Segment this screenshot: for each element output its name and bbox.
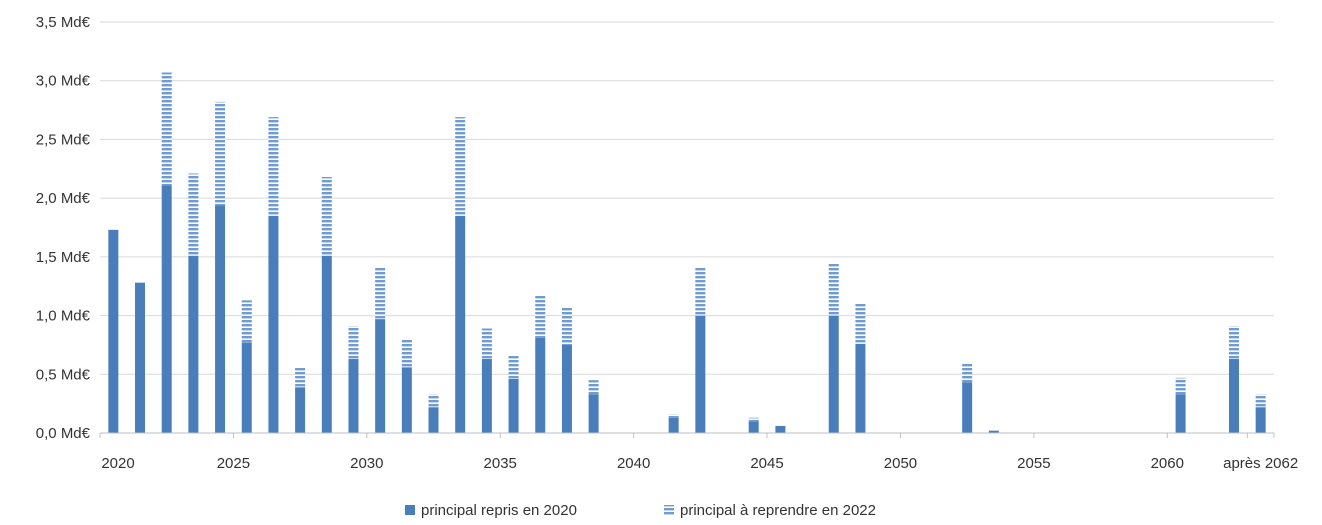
bar-principal-repris-2038 (588, 394, 599, 433)
y-tick-label: 0,5 Md€ (36, 366, 91, 383)
bar-principal-repris-2060 (1175, 394, 1186, 433)
bar-principal-a-reprendre-après 2062 (1255, 394, 1266, 408)
bar-principal-a-reprendre-2022 (161, 72, 172, 186)
bar-principal-repris-2052 (962, 382, 973, 433)
bar-principal-repris-2029 (348, 359, 359, 433)
bar-principal-a-reprendre-2030 (375, 267, 386, 320)
bar-principal-repris-2025 (241, 342, 252, 433)
x-tick-label: 2025 (217, 455, 250, 472)
bar-principal-a-reprendre-2036 (535, 295, 546, 338)
y-tick-label: 3,0 Md€ (36, 73, 91, 90)
x-tick-label: 2045 (750, 455, 783, 472)
bar-principal-repris-2045 (775, 425, 786, 433)
bar-principal-repris-2048 (855, 343, 866, 433)
bar-principal-a-reprendre-2060 (1175, 377, 1186, 395)
bar-principal-repris-2042 (695, 315, 706, 433)
bar-principal-repris-2034 (481, 359, 492, 433)
bar-principal-a-reprendre-2032 (428, 394, 439, 408)
x-tick-label: 2030 (350, 455, 383, 472)
y-tick-label: 2,0 Md€ (36, 190, 91, 207)
y-tick-label: 1,5 Md€ (36, 249, 91, 266)
bar-principal-repris-2033 (455, 215, 466, 433)
bar-principal-a-reprendre-2037 (561, 307, 572, 345)
y-tick-label: 0,0 Md€ (36, 425, 91, 442)
bar-principal-a-reprendre-2038 (588, 380, 599, 395)
x-tick-label: 2035 (484, 455, 517, 472)
bars (108, 72, 1266, 433)
bar-principal-a-reprendre-2047 (828, 262, 839, 316)
bar-principal-a-reprendre-2028 (321, 177, 332, 256)
bar-principal-repris-2032 (428, 407, 439, 433)
x-tick-label: 2050 (884, 455, 917, 472)
bar-principal-a-reprendre-2023 (188, 173, 199, 256)
x-tick-label: après 2062 (1223, 455, 1298, 472)
bar-principal-repris-2053 (988, 430, 999, 433)
x-tick-label: 2040 (617, 455, 650, 472)
bar-principal-a-reprendre-2027 (295, 367, 306, 388)
y-tick-label: 3,5 Md€ (36, 14, 91, 31)
bar-principal-repris-2037 (561, 344, 572, 433)
bar-principal-a-reprendre-2042 (695, 267, 706, 316)
bar-principal-repris-2044 (748, 421, 759, 433)
bar-principal-repris-2024 (215, 205, 226, 433)
bar-principal-a-reprendre-2041 (668, 414, 679, 418)
legend-swatch-principal-repris (405, 505, 415, 515)
bar-principal-a-reprendre-2031 (401, 339, 412, 368)
x-tick-label: 2020 (101, 455, 134, 472)
legend-swatch-principal-a-reprendre (664, 505, 674, 515)
bar-principal-repris-2028 (321, 255, 332, 433)
axes: 0,0 Md€ 0,5 Md€ 1,0 Md€ 1,5 Md€ 2,0 Md€ 2,5 M… (36, 14, 1298, 472)
bar-principal-repris-2026 (268, 215, 279, 433)
bar-principal-a-reprendre-2026 (268, 117, 279, 216)
x-tick-label: 2055 (1017, 455, 1050, 472)
bar-principal-repris-après 2062 (1255, 407, 1266, 433)
bar-principal-repris-2041 (668, 417, 679, 433)
bar-principal-repris-2035 (508, 378, 519, 433)
bar-principal-repris-2020 (108, 229, 119, 433)
bar-principal-a-reprendre-2052 (962, 363, 973, 383)
legend-label-principal-repris: principal repris en 2020 (421, 502, 577, 519)
bar-principal-repris-2062 (1228, 359, 1239, 433)
legend: principal repris en 2020 principal à repr… (405, 502, 876, 519)
bar-principal-a-reprendre-2035 (508, 355, 519, 379)
bar-principal-a-reprendre-2033 (455, 117, 466, 216)
bar-principal-repris-2027 (295, 387, 306, 433)
bar-principal-repris-2030 (375, 319, 386, 433)
bar-principal-repris-2022 (161, 185, 172, 433)
x-tick-label: 2060 (1151, 455, 1184, 472)
bar-principal-repris-2021 (135, 282, 146, 433)
gridlines (100, 21, 1274, 375)
bar-principal-repris-2023 (188, 255, 199, 433)
bar-principal-a-reprendre-2048 (855, 303, 866, 344)
bar-principal-a-reprendre-2062 (1228, 326, 1239, 360)
y-tick-label: 2,5 Md€ (36, 131, 91, 148)
bar-principal-a-reprendre-2029 (348, 326, 359, 360)
bar-principal-repris-2036 (535, 337, 546, 433)
bar-principal-repris-2047 (828, 315, 839, 433)
bar-principal-a-reprendre-2034 (481, 328, 492, 360)
legend-label-principal-a-reprendre: principal à reprendre en 2022 (680, 502, 876, 519)
bar-principal-a-reprendre-2044 (748, 417, 759, 422)
bar-principal-a-reprendre-2024 (215, 101, 226, 206)
bar-principal-a-reprendre-2025 (241, 300, 252, 343)
y-tick-label: 1,0 Md€ (36, 308, 91, 325)
bar-principal-repris-2031 (401, 367, 412, 433)
